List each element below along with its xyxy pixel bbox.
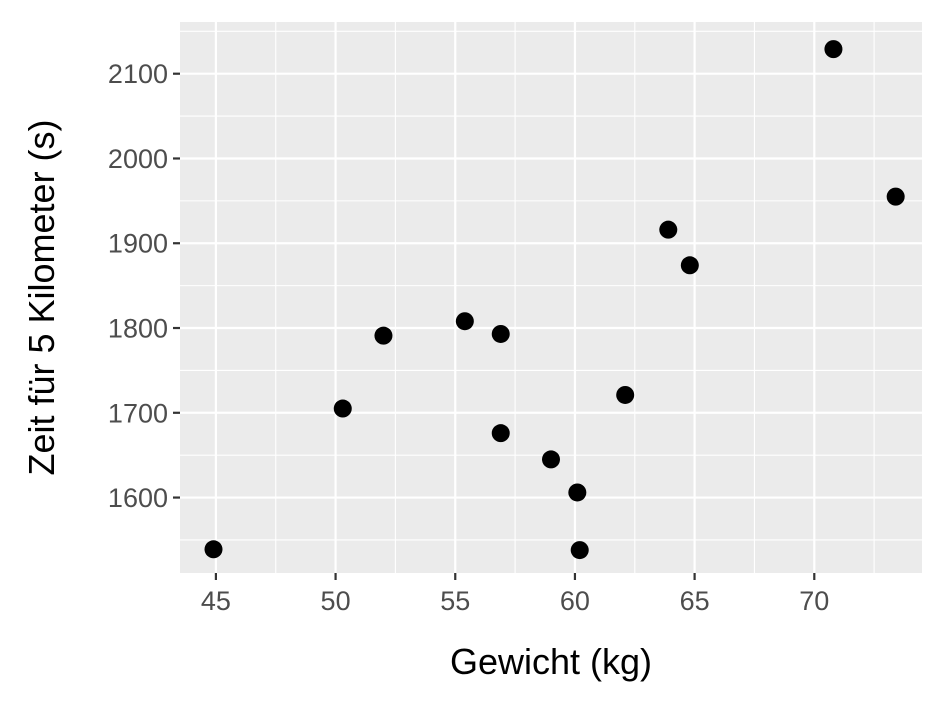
x-tick-label: 50 (321, 586, 351, 616)
y-tick-label: 1900 (108, 229, 168, 259)
y-axis-ticks: 1600 1700 1800 1900 2000 2100 (108, 59, 180, 513)
y-tick-label: 2000 (108, 144, 168, 174)
x-tick-label: 60 (560, 586, 590, 616)
major-gridlines (180, 22, 922, 573)
data-point (616, 385, 635, 404)
data-point (659, 220, 678, 239)
y-tick-label: 1700 (108, 398, 168, 428)
data-point (374, 326, 393, 345)
x-tick-label: 65 (680, 586, 710, 616)
data-point (455, 312, 474, 331)
y-tick-label: 1600 (108, 483, 168, 513)
x-tick-label: 45 (201, 586, 231, 616)
y-tick-label: 1800 (108, 314, 168, 344)
data-point (680, 256, 699, 275)
plot-panel (180, 22, 922, 573)
x-tick-label: 70 (799, 586, 829, 616)
minor-gridlines (180, 22, 922, 573)
y-axis-title: Zeit für 5 Kilometer (s) (21, 119, 62, 475)
data-point (491, 324, 510, 343)
data-point (824, 40, 843, 59)
data-point (491, 424, 510, 443)
data-point (886, 187, 905, 206)
data-points (204, 40, 905, 560)
x-axis-ticks: 45 50 55 60 65 70 (201, 573, 829, 616)
data-point (542, 450, 560, 469)
data-point (333, 399, 352, 418)
y-tick-label: 2100 (108, 59, 168, 89)
data-point (204, 540, 223, 559)
data-point (570, 541, 589, 560)
x-tick-label: 55 (440, 586, 470, 616)
x-axis-title: Gewicht (kg) (450, 641, 652, 682)
data-point (568, 483, 587, 502)
